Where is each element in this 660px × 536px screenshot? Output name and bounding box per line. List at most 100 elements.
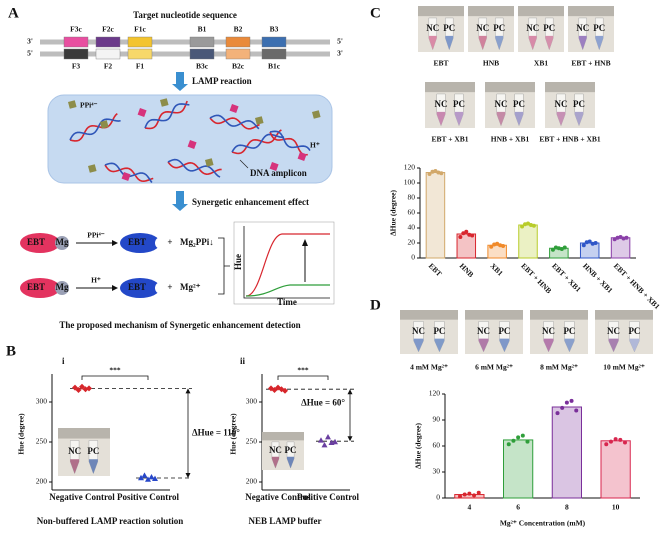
tube-liquid xyxy=(499,338,510,352)
bar xyxy=(518,224,538,259)
data-point xyxy=(458,235,463,239)
strand-end: 3' xyxy=(27,37,33,46)
x-tick-label: Positive Control xyxy=(297,492,360,502)
dna-strand xyxy=(167,158,221,178)
step-label: LAMP reaction xyxy=(192,76,252,86)
y-tick-label: 120 xyxy=(429,389,441,398)
data-point xyxy=(506,442,511,447)
y-tick-label: 0 xyxy=(411,253,415,262)
delta-label: ΔHue = 110° xyxy=(192,427,240,437)
mg-label: Mg xyxy=(56,282,69,292)
significance-bracket xyxy=(81,375,149,380)
primer-region xyxy=(63,48,89,60)
data-point xyxy=(581,243,586,248)
photo-rack xyxy=(595,310,653,320)
data-point xyxy=(531,223,536,228)
photo-rack xyxy=(58,428,110,439)
ebt-label: EBT xyxy=(128,282,146,292)
ppi-cube xyxy=(68,100,77,109)
data-point xyxy=(318,437,324,443)
arrow-head xyxy=(185,388,191,394)
primer-label: B3c xyxy=(196,62,209,71)
data-point xyxy=(618,235,623,239)
tube-liquid xyxy=(478,338,489,352)
x-tick-label: EBT + XB1 xyxy=(550,261,583,294)
photo-rack xyxy=(400,310,458,320)
photo-label: 6 mM Mg²⁺ xyxy=(475,363,513,372)
panel-label: B xyxy=(6,343,16,359)
amplicon-label: DNA amplicon xyxy=(250,168,307,178)
tube-liquid xyxy=(556,111,566,126)
ebt-label: EBT xyxy=(27,237,45,247)
binding-site xyxy=(155,282,167,294)
photo-rack xyxy=(545,82,595,93)
y-tick-label: 20 xyxy=(408,238,416,247)
y-tick-label: 40 xyxy=(408,223,416,232)
plus: + xyxy=(167,237,172,247)
ebt-complex xyxy=(20,233,60,253)
proton-cube xyxy=(121,172,131,181)
hue-curve xyxy=(245,284,330,297)
dna-strand xyxy=(269,131,308,156)
data-point xyxy=(520,433,525,438)
dna-helix xyxy=(69,113,121,142)
y-axis-label: ΔHue (degree) xyxy=(414,422,423,469)
data-point xyxy=(461,231,466,236)
data-point xyxy=(332,438,338,445)
tube-liquid xyxy=(578,35,587,50)
ppi-cube xyxy=(88,164,97,173)
data-point xyxy=(462,492,467,497)
x-tick-label: EBT xyxy=(427,261,444,278)
dna-strand xyxy=(231,133,285,153)
tube-liquid xyxy=(478,35,487,50)
arrow-head xyxy=(112,240,118,246)
mg-ion xyxy=(55,236,69,250)
dna-strand xyxy=(167,161,222,175)
tube-label: NC xyxy=(555,99,568,109)
photo-rack xyxy=(262,432,304,441)
tube-label: NC xyxy=(412,326,425,336)
dna-strand xyxy=(144,100,188,130)
data-point xyxy=(526,221,530,226)
tube-label: NC xyxy=(68,446,81,456)
data-point xyxy=(75,387,82,393)
dna-strand xyxy=(209,114,260,130)
flow-arrow xyxy=(172,191,188,211)
panel-label: D xyxy=(370,297,381,313)
inset-xlabel: Time xyxy=(277,297,297,307)
primer-region xyxy=(95,36,121,48)
tube-label: PC xyxy=(593,23,605,33)
reagent-label: H⁺ xyxy=(91,276,101,285)
arrow-head xyxy=(347,436,353,442)
ppi-cube xyxy=(205,158,214,167)
x-tick-label: Negative Control xyxy=(245,492,311,502)
tube-label: PC xyxy=(573,99,585,109)
proton-label: H⁺ xyxy=(310,141,320,150)
inset-axes xyxy=(243,226,330,299)
data-point xyxy=(525,439,530,444)
tube-label: PC xyxy=(513,99,525,109)
sub-label: i xyxy=(62,356,65,366)
byproduct: Mg₂PPi↓ xyxy=(180,237,214,247)
data-point xyxy=(550,247,555,252)
photo-label: 10 mM Mg²⁺ xyxy=(603,363,645,372)
y-axis-label: Hue (degree) xyxy=(229,413,238,455)
tube-label: NC xyxy=(426,23,439,33)
caption: NEB LAMP buffer xyxy=(249,516,322,526)
photo-label: EBT + XB1 xyxy=(431,135,468,144)
tube-label: NC xyxy=(542,326,555,336)
photo-label: XB1 xyxy=(534,59,548,68)
tube-liquid xyxy=(88,459,98,474)
data-point xyxy=(587,239,592,244)
ebt-complex xyxy=(20,278,60,298)
x-tick-label: EBT + HNB xyxy=(519,261,553,295)
caption: The proposed mechanism of Synergetic enh… xyxy=(59,320,300,330)
tube-liquid xyxy=(629,338,640,352)
bar xyxy=(503,439,534,499)
x-tick-label: 10 xyxy=(612,503,620,512)
primer-region xyxy=(189,48,215,60)
sequence-title: Target nucleotide sequence xyxy=(133,10,237,20)
ebt-free xyxy=(120,233,160,253)
significance-bracket xyxy=(277,375,329,380)
